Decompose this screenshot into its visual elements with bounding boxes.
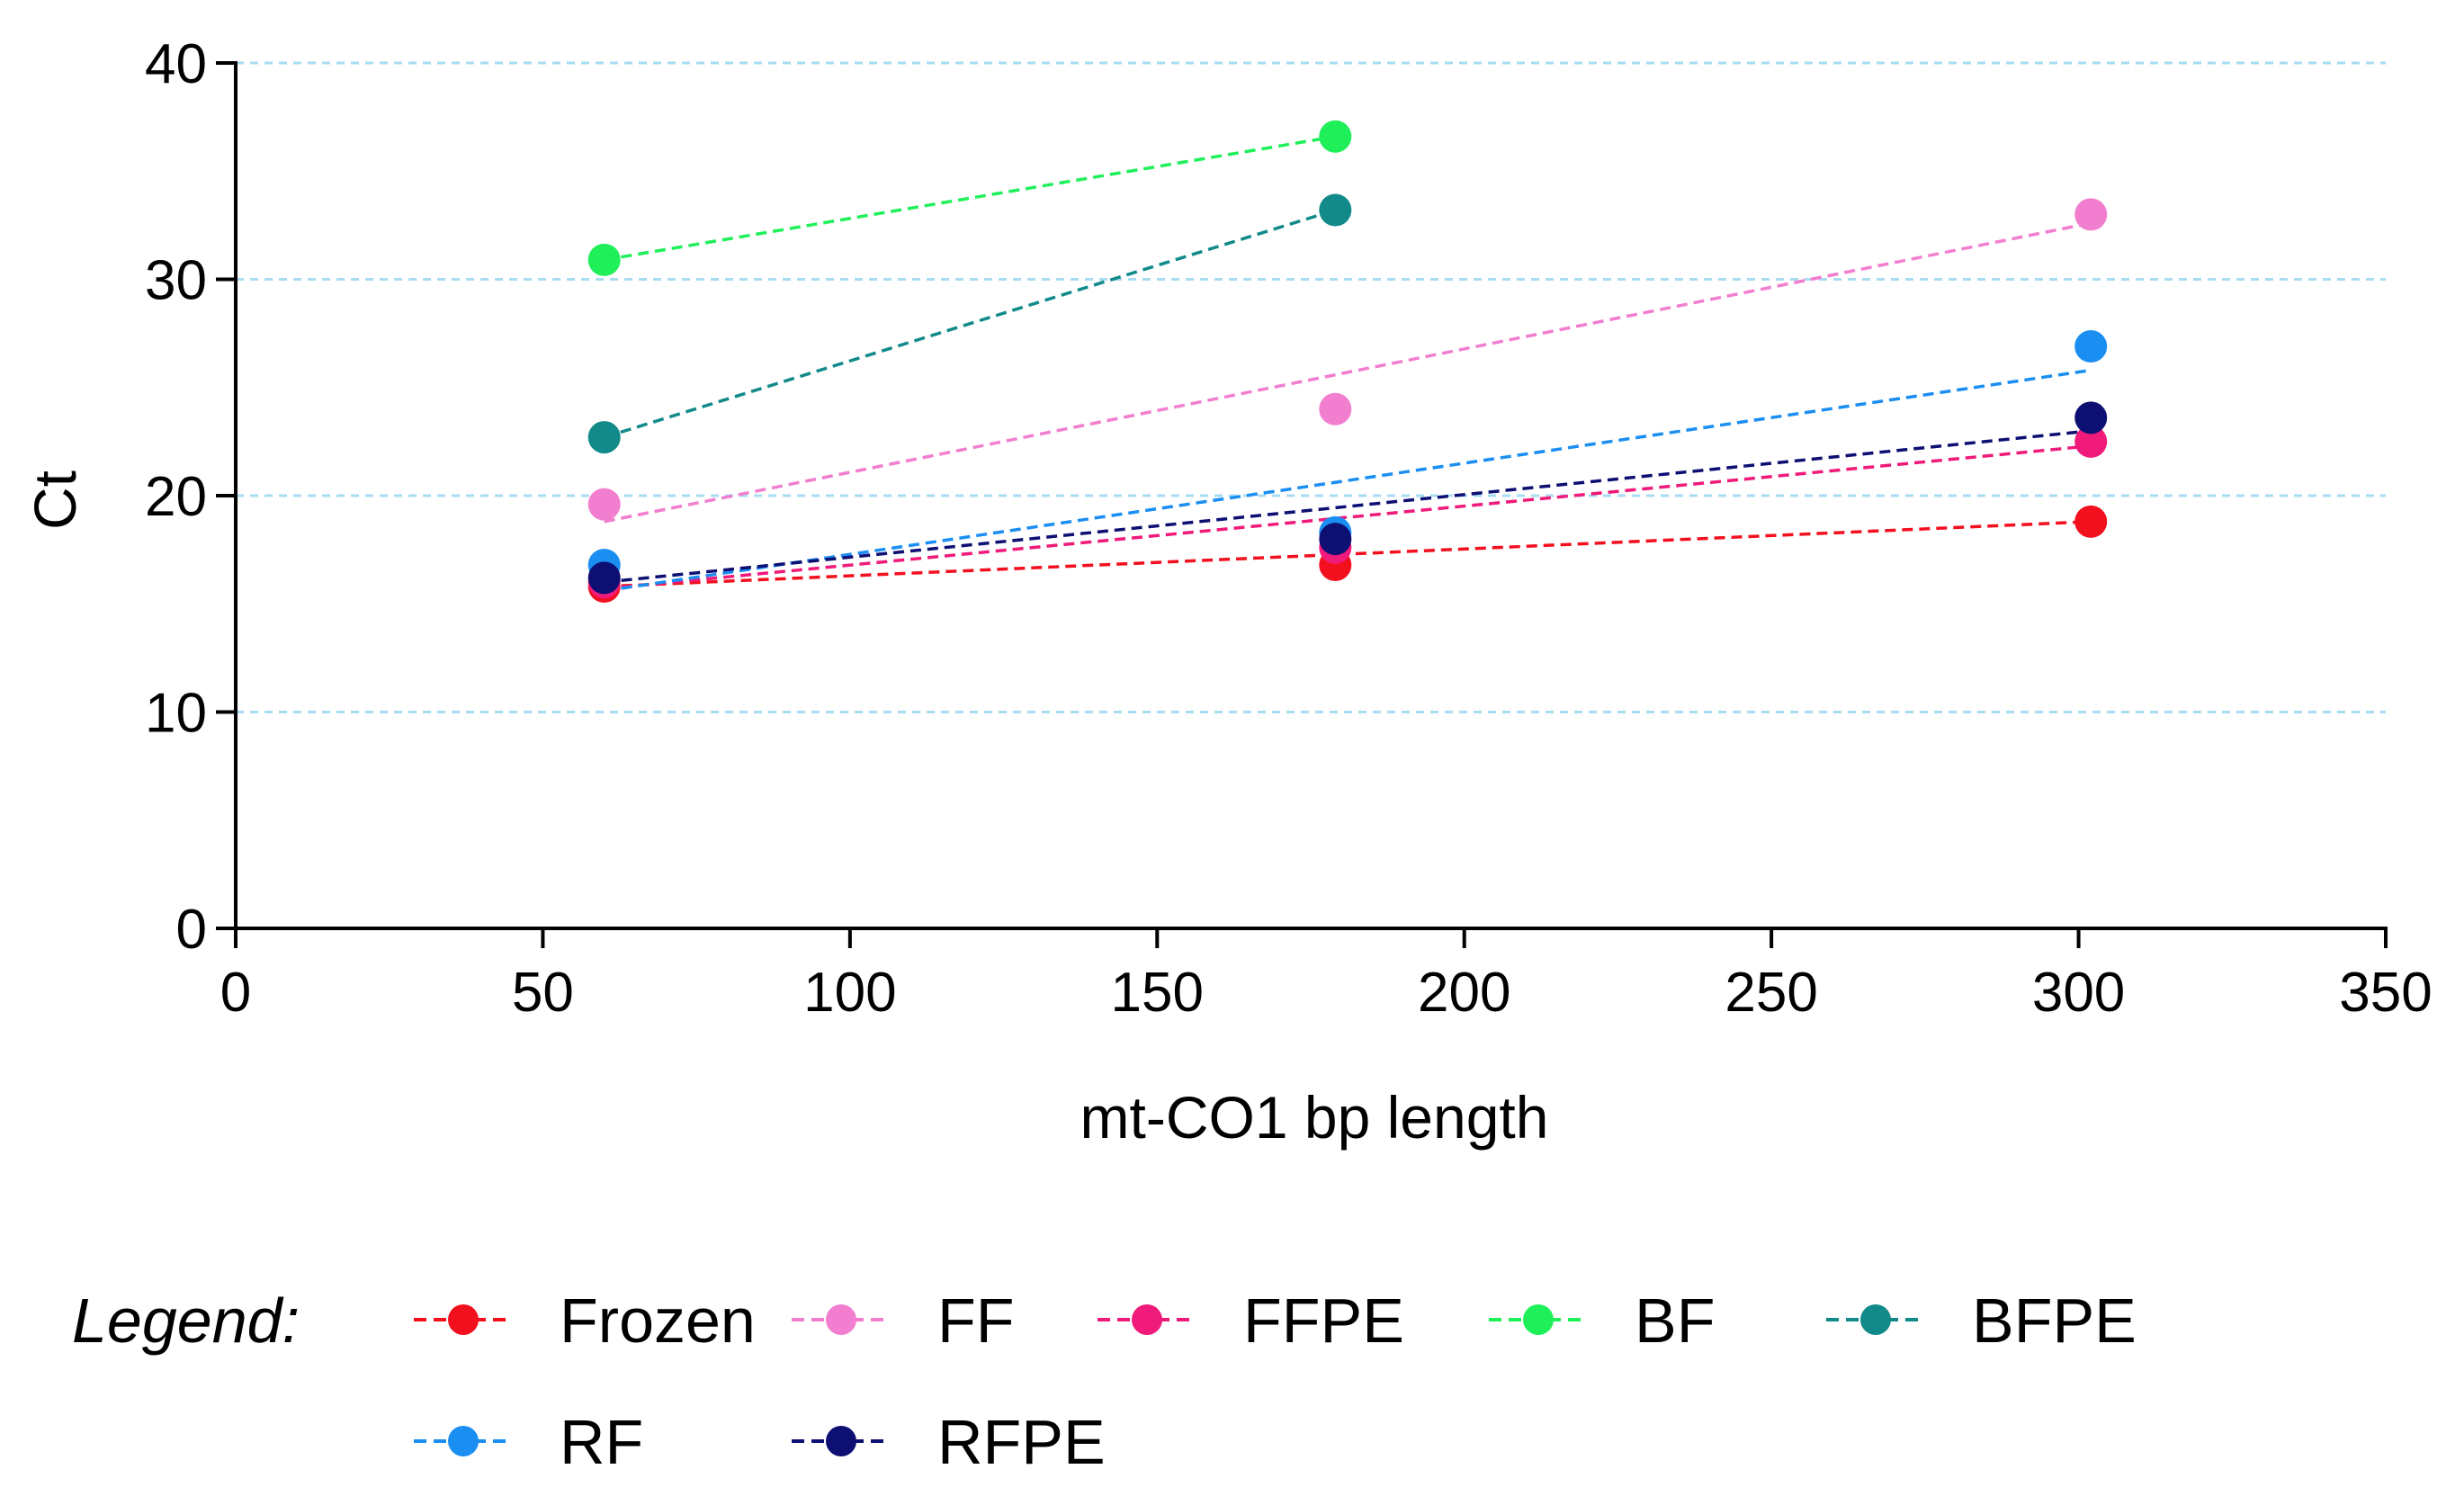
data-point <box>2074 505 2108 538</box>
y-tick-label: 30 <box>145 250 207 312</box>
legend-marker <box>826 1304 856 1335</box>
x-tick-label: 250 <box>1725 962 1817 1024</box>
legend-label: RFPE <box>937 1407 1106 1477</box>
x-tick-label: 50 <box>512 962 574 1024</box>
legend-label: FF <box>937 1285 1015 1356</box>
data-point <box>1319 120 1352 153</box>
x-tick-label: 300 <box>2032 962 2125 1024</box>
legend-marker <box>448 1426 479 1456</box>
x-tick-label: 200 <box>1418 962 1510 1024</box>
legend: Legend: Frozen FF FFPE BF BFPE RF RFPE <box>72 1285 2137 1477</box>
data-point <box>587 421 621 454</box>
x-tick-label: 350 <box>2339 962 2432 1024</box>
data-point <box>1319 193 1352 227</box>
x-tick-label: 100 <box>803 962 896 1024</box>
data-points <box>587 120 2108 604</box>
legend-label: BF <box>1635 1285 1715 1356</box>
series-trend-line <box>604 429 2092 584</box>
y-axis-title: Ct <box>22 470 88 530</box>
legend-marker <box>1132 1304 1162 1335</box>
legend-label: RF <box>560 1407 643 1477</box>
legend-marker <box>1860 1304 1891 1335</box>
y-tick-label: 10 <box>145 683 207 745</box>
axes: 0 10 20 30 40 0 50 100 150 200 250 300 350 <box>145 33 2433 1024</box>
legend-label: FFPE <box>1243 1285 1404 1356</box>
series-trend-line <box>604 221 2092 524</box>
y-tick-label: 0 <box>176 899 207 961</box>
data-point <box>587 243 621 276</box>
data-point <box>587 561 621 595</box>
legend-label: Frozen <box>560 1285 756 1356</box>
x-tick-label: 150 <box>1111 962 1204 1024</box>
series-trend-line <box>604 443 2092 591</box>
data-point <box>2074 198 2108 231</box>
legend-title: Legend: <box>72 1285 300 1356</box>
data-point <box>587 488 621 521</box>
series-trend-line <box>604 368 2092 593</box>
data-point <box>2074 401 2108 434</box>
data-point <box>1319 523 1352 556</box>
y-tick-label: 40 <box>145 33 207 95</box>
series-trend-line <box>604 208 1336 439</box>
x-axis-title: mt-CO1 bp length <box>1080 1084 1549 1151</box>
data-point <box>2074 425 2108 458</box>
data-point <box>2074 330 2108 363</box>
data-point <box>1319 392 1352 425</box>
series-trend-line <box>604 135 1336 262</box>
legend-label: BFPE <box>1972 1285 2137 1356</box>
x-tick-label: 0 <box>220 962 251 1024</box>
y-tick-label: 20 <box>145 466 207 528</box>
legend-marker <box>826 1426 856 1456</box>
legend-marker <box>1523 1304 1554 1335</box>
legend-marker <box>448 1304 479 1335</box>
gridlines <box>236 61 2386 713</box>
